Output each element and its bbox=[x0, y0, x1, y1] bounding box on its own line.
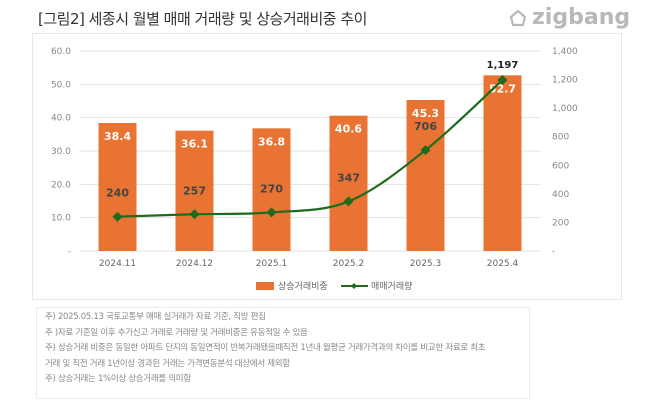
bar bbox=[329, 115, 368, 252]
note: 주 )자료 기준일 이후 추가신고 거래로 거래량 및 거래비중은 유동적일 수… bbox=[45, 327, 308, 338]
line-marker bbox=[189, 209, 200, 220]
y-right-tick: - bbox=[552, 247, 555, 257]
zigbang-logo: zigbang bbox=[508, 5, 630, 30]
line-label: 1,197 bbox=[487, 60, 519, 71]
x-tick: 2024.12 bbox=[176, 259, 213, 269]
note: 주) 상승거래 비중은 동일한 아파트 단지의 동일면적이 반복거래됐을때직전 … bbox=[45, 343, 486, 353]
bar-label: 36.8 bbox=[258, 135, 285, 148]
line-marker bbox=[343, 196, 354, 207]
y-right-tick: 1,000 bbox=[552, 104, 578, 114]
y-left-tick: 10.0 bbox=[51, 214, 71, 224]
y-right-tick: 200 bbox=[552, 218, 569, 228]
bar bbox=[175, 130, 214, 251]
combo-chart: - 10.0 20.0 30.0 40.0 50.0 60.0 - 200 400 600 800 1,… bbox=[51, 47, 578, 292]
house-icon bbox=[509, 9, 527, 26]
y-right-tick: 600 bbox=[552, 161, 569, 171]
line-series bbox=[117, 79, 504, 218]
notes-box: 주) 2025.05.13 국토교통부 매매 실거래가 자료 기준, 직방 편집… bbox=[36, 307, 530, 399]
note: 주) 2025.05.13 국토교통부 매매 실거래가 자료 기준, 직방 편집 bbox=[45, 312, 266, 322]
bar bbox=[406, 100, 445, 251]
line-label: 706 bbox=[414, 120, 437, 133]
x-tick: 2025.2 bbox=[333, 259, 365, 269]
line-label: 257 bbox=[183, 184, 206, 197]
y-left-tick: 40.0 bbox=[51, 114, 71, 124]
note: 거래 및 직전 거래 1년이상 경과된 거래는 가격변동분석 대상에서 제외함 bbox=[45, 358, 290, 369]
page-title: [그림2] 세종시 월별 매매 거래량 및 상승거래비중 추이 bbox=[38, 10, 367, 28]
x-tick: 2025.1 bbox=[256, 259, 288, 269]
bar-label: 45.3 bbox=[412, 107, 439, 120]
legend-bar-label: 상승거래비중 bbox=[278, 281, 328, 292]
x-tick: 2024.11 bbox=[99, 259, 136, 269]
y-left-tick: - bbox=[68, 247, 71, 257]
y-left-tick: 20.0 bbox=[51, 180, 71, 190]
y-right-tick: 400 bbox=[552, 190, 569, 200]
bar-label: 40.6 bbox=[335, 123, 362, 136]
y-right-tick: 1,400 bbox=[552, 47, 578, 57]
chart-container: - 10.0 20.0 30.0 40.0 50.0 60.0 - 200 400 600 800 1,… bbox=[32, 33, 622, 300]
bar-label: 36.1 bbox=[181, 138, 208, 151]
logo-text: zigbang bbox=[532, 5, 631, 30]
bar bbox=[252, 128, 291, 251]
y-left-tick: 30.0 bbox=[51, 147, 71, 157]
note: 주) 상승거래는 1%이상 상승거래를 의미함 bbox=[45, 374, 191, 384]
legend-line-label: 매매거래량 bbox=[371, 280, 412, 292]
line-marker bbox=[420, 145, 431, 156]
legend-bar-swatch bbox=[256, 282, 274, 290]
line-label: 270 bbox=[260, 182, 283, 195]
y-right-tick: 1,200 bbox=[552, 76, 578, 86]
line-marker bbox=[112, 211, 123, 222]
line-marker bbox=[266, 207, 277, 218]
line-label: 240 bbox=[106, 187, 129, 200]
x-tick: 2025.3 bbox=[410, 259, 442, 269]
x-tick: 2025.4 bbox=[487, 259, 519, 269]
bar-label: 38.4 bbox=[104, 130, 131, 143]
y-right-tick: 800 bbox=[552, 133, 569, 143]
line-label: 347 bbox=[337, 171, 360, 184]
y-left-tick: 50.0 bbox=[51, 80, 71, 90]
legend-line-marker bbox=[351, 283, 357, 289]
line-marker bbox=[497, 75, 508, 85]
bar bbox=[483, 75, 522, 251]
bar bbox=[98, 123, 137, 251]
y-left-tick: 60.0 bbox=[51, 47, 71, 57]
